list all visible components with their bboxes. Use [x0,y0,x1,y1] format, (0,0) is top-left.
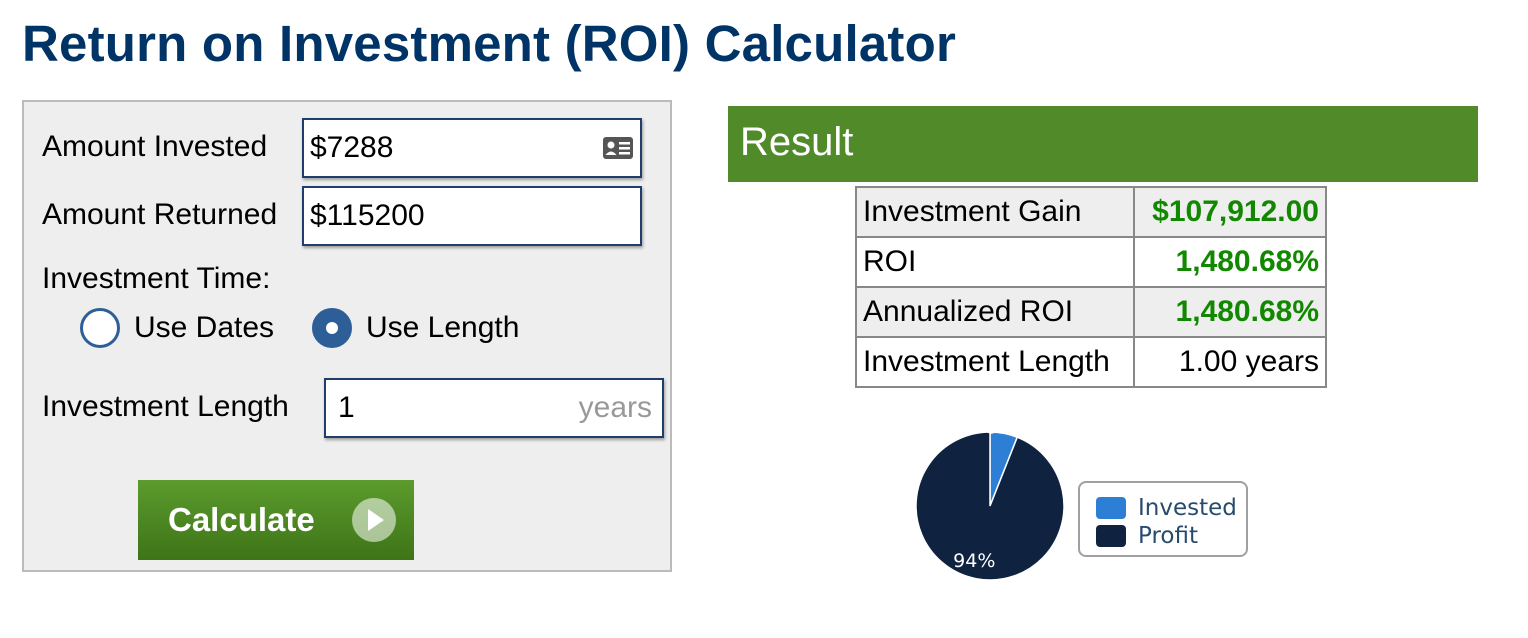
calculate-button[interactable]: Calculate [138,480,414,560]
legend-label: Profit [1138,523,1198,549]
legend-swatch [1096,525,1126,547]
amount-returned-value: $115200 [310,199,425,232]
investment-gain-value: $107,912.00 [1133,186,1327,238]
radio-checked-icon [312,308,352,348]
investment-length-input[interactable]: 1 years [324,378,664,438]
play-arrow-icon [352,498,396,542]
amount-invested-input[interactable]: $7288 [302,118,642,178]
roi-value: 1,480.68% [1133,236,1327,288]
pie-label-invested: 6% [985,430,1015,439]
annualized-roi-value: 1,480.68% [1133,286,1327,338]
legend-label: Invested [1138,495,1237,521]
radio-unchecked-icon [80,308,120,348]
result-header: Result [728,106,1478,182]
roi-pie-chart: 6% 94% [915,430,1065,581]
pie-label-profit: 94% [953,550,995,572]
investment-time-label: Investment Time: [42,262,271,295]
amount-invested-value: $7288 [310,131,394,164]
legend-swatch [1096,497,1126,519]
annualized-roi-label: Annualized ROI [855,286,1135,338]
table-row: Annualized ROI 1,480.68% [855,286,1327,338]
page-title: Return on Investment (ROI) Calculator [22,15,956,72]
use-dates-label: Use Dates [134,311,275,344]
roi-label: ROI [855,236,1135,288]
result-table: Investment Gain $107,912.00 ROI 1,480.68… [855,186,1327,388]
use-dates-radio[interactable]: Use Dates [80,308,274,348]
table-row: ROI 1,480.68% [855,236,1327,288]
table-row: Investment Gain $107,912.00 [855,186,1327,238]
legend-item-profit: Profit [1096,523,1198,549]
investment-gain-label: Investment Gain [855,186,1135,238]
investment-length-result-value: 1.00 years [1133,336,1327,388]
years-unit-label: years [578,391,652,424]
amount-returned-label: Amount Returned [42,198,278,231]
calculator-form: Amount Invested $7288 Amount Returned $1… [22,100,672,572]
table-row: Investment Length 1.00 years [855,336,1327,388]
use-length-radio[interactable]: Use Length [312,308,519,348]
use-length-label: Use Length [366,311,520,344]
chart-legend: Invested Profit [1078,481,1248,557]
calculate-label: Calculate [168,501,315,538]
investment-length-value: 1 [338,391,355,424]
amount-returned-input[interactable]: $115200 [302,186,642,246]
legend-item-invested: Invested [1096,495,1237,521]
investment-length-label: Investment Length [42,390,289,423]
amount-invested-label: Amount Invested [42,130,268,163]
investment-length-result-label: Investment Length [855,336,1135,388]
pie-slice-profit [915,431,1065,581]
contact-card-icon[interactable] [602,136,634,160]
